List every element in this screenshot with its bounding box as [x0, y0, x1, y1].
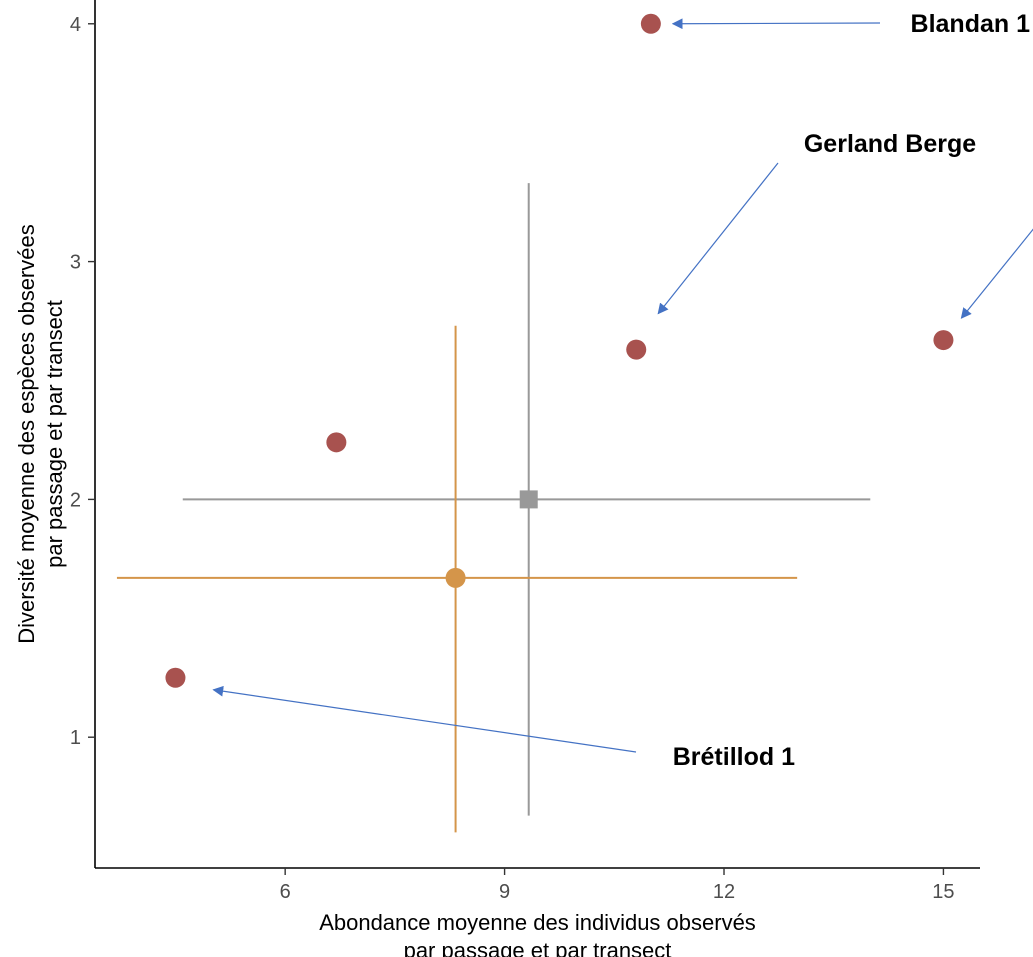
y-tick-label: 3 — [70, 252, 81, 274]
y-axis-title: Diversité moyenne des espèces observées — [14, 224, 39, 643]
data-point — [445, 567, 466, 588]
x-axis-title: par passage et par transect — [404, 938, 672, 957]
points-layer — [165, 13, 954, 688]
data-point — [165, 667, 186, 688]
data-point — [626, 339, 647, 360]
y-axis-title: par passage et par transect — [42, 300, 67, 568]
x-tick-label: 9 — [499, 881, 510, 903]
data-point-square — [519, 490, 538, 509]
annotation-arrow — [960, 228, 1033, 319]
annotation-arrow — [657, 162, 779, 315]
data-point — [640, 13, 661, 34]
annotation-label: Gerland Berge — [804, 130, 976, 158]
x-axis-title: Abondance moyenne des individus observés — [319, 910, 756, 935]
y-tick-label: 1 — [70, 727, 81, 749]
x-tick-label: 12 — [713, 881, 735, 903]
annotation-arrow — [212, 685, 637, 753]
data-point — [933, 330, 954, 351]
error-bars-layer — [116, 183, 871, 833]
annotation-label: Brétillod 1 — [673, 743, 795, 771]
annotations-layer: Blandan 1 Gerland Berge Brétillod 1 — [212, 10, 1033, 771]
x-tick-label: 6 — [280, 881, 291, 903]
annotation-arrow — [671, 18, 881, 30]
x-tick-label: 15 — [932, 881, 954, 903]
y-tick-label: 4 — [70, 14, 81, 36]
annotation-label: Blandan 1 — [911, 10, 1031, 38]
data-point — [326, 432, 347, 453]
y-tick-label: 2 — [70, 489, 81, 511]
